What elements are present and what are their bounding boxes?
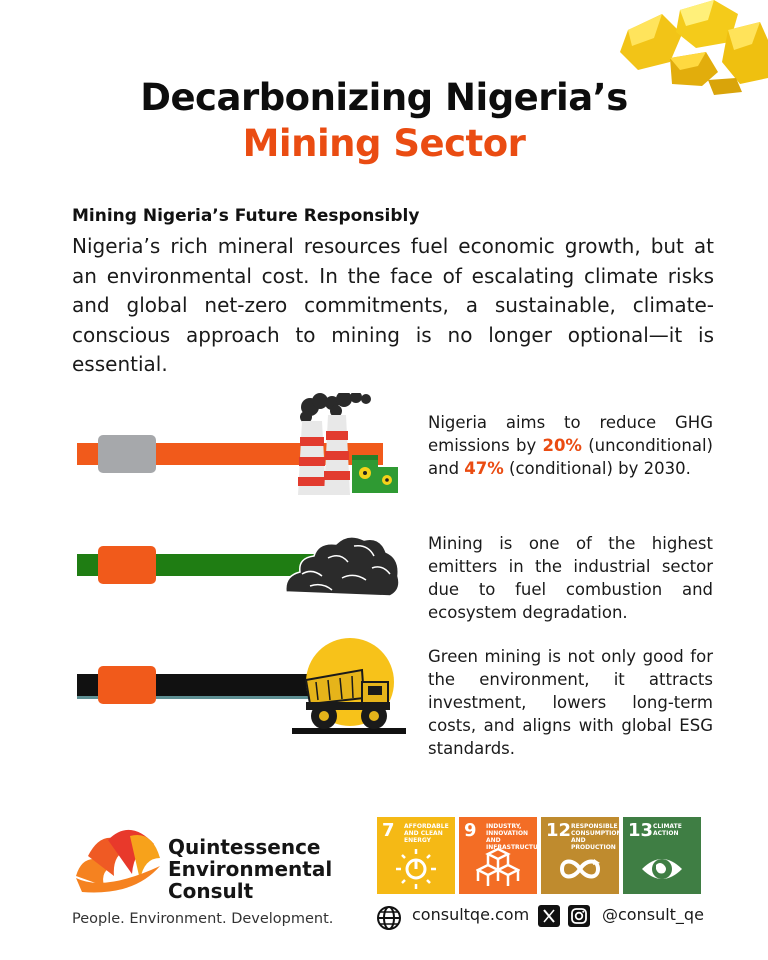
- dump-truck-icon: [292, 638, 406, 734]
- intro-paragraph: Nigeria’s rich mineral resources fuel ec…: [72, 234, 714, 376]
- bar-handle-orange: [98, 546, 156, 584]
- percent-unconditional: 20%: [542, 436, 582, 455]
- point-emissions-target: Nigeria aims to reduce GHG emissions by …: [428, 413, 713, 478]
- sun-power-icon: [396, 849, 436, 889]
- page-title-line1: Decarbonizing Nigeria’s: [140, 76, 628, 119]
- percent-conditional: 47%: [464, 459, 504, 478]
- sdg-7-tile: 7 AFFORDABLE AND CLEAN ENERGY: [377, 817, 455, 894]
- bar-handle-orange: [98, 666, 156, 704]
- instagram-icon[interactable]: [568, 905, 590, 927]
- website-link[interactable]: consultqe.com: [412, 905, 530, 924]
- page-title-line2: Mining Sector: [242, 122, 526, 165]
- globe-icon: [377, 906, 401, 930]
- sdg-9-tile: 9 INDUSTRY, INNOVATION AND INFRASTRUCTUR…: [459, 817, 537, 894]
- eye-globe-icon: [642, 859, 682, 879]
- point-mining-emitters: Mining is one of the highest emitters in…: [428, 534, 713, 622]
- company-logo: [76, 829, 160, 893]
- section-heading: Mining Nigeria’s Future Responsibly: [72, 206, 420, 226]
- bar-handle-grey: [98, 435, 156, 473]
- coal-pile-icon: [285, 536, 400, 597]
- social-handle[interactable]: @consult_qe: [602, 905, 704, 924]
- point-green-mining: Green mining is not only good for the en…: [428, 647, 713, 758]
- company-name: Quintessence Environmental Consult: [168, 835, 333, 903]
- gold-nuggets-image: [620, 0, 768, 95]
- infinity-icon: [559, 859, 601, 879]
- x-twitter-icon[interactable]: [538, 905, 560, 927]
- cubes-icon: [476, 847, 520, 886]
- sdg-12-tile: 12 RESPONSIBLE CONSUMPTION AND PRODUCTIO…: [541, 817, 619, 894]
- company-tagline: People. Environment. Development.: [72, 911, 334, 927]
- factory-chimneys-icon: [298, 393, 398, 495]
- sdg-13-tile: 13 CLIMATE ACTION: [623, 817, 701, 894]
